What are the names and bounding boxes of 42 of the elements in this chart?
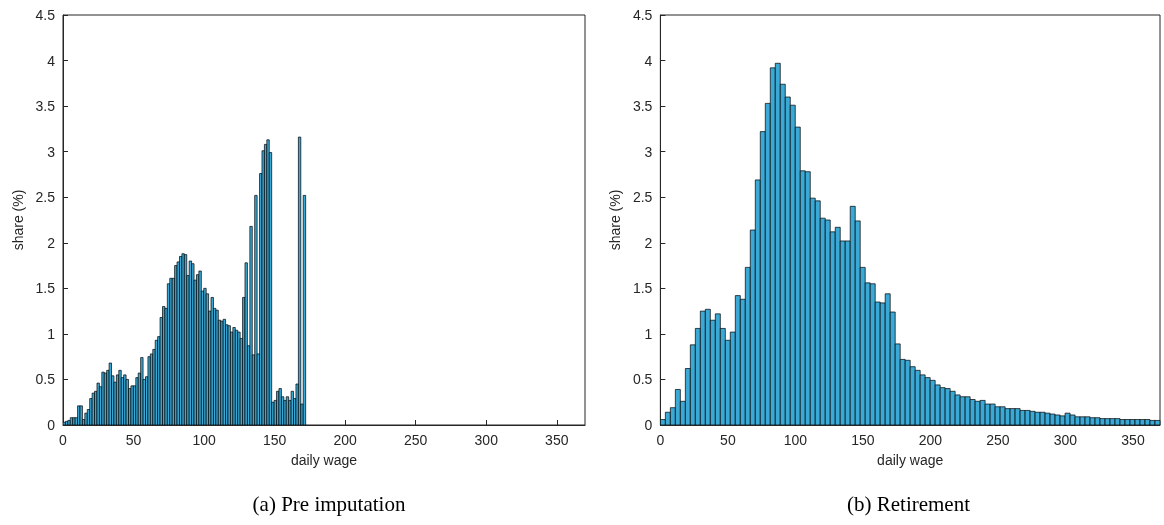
y-tick-label: 4: [644, 52, 653, 69]
x-tick-label: 300: [1053, 432, 1078, 448]
y-tick-label: 3.5: [632, 98, 653, 115]
y-tick-label: 2.5: [35, 189, 56, 206]
text: (b) Retirement: [846, 491, 971, 516]
y-tick-label: 1.5: [632, 280, 653, 297]
y-tick-label: 0.5: [632, 371, 653, 388]
y-tick-label: 1.5: [35, 280, 56, 297]
y-tick-label: 0: [644, 417, 653, 433]
y-axis-title: share (%): [9, 189, 26, 251]
y-tick-label: 1: [47, 325, 56, 342]
y-tick-label: 0.5: [35, 371, 56, 388]
y-tick-label: 2: [47, 234, 56, 251]
y-tick-label: 1: [644, 325, 653, 342]
x-tick-label: 150: [262, 432, 287, 448]
y-tick-label: 3: [644, 143, 653, 160]
x-tick-label: 150: [851, 432, 875, 448]
x-tick-label: 100: [192, 432, 216, 448]
x-axis-title: daily wage: [290, 452, 358, 468]
y-tick-label: 4.5: [632, 7, 653, 23]
y-tick-label: 0: [47, 417, 56, 433]
x-tick-label: 300: [474, 432, 499, 448]
x-tick-label: 0: [59, 432, 68, 448]
y-tick-label: 3: [47, 143, 56, 160]
y-tick-label: 4.5: [35, 7, 56, 23]
x-tick-label: 350: [545, 432, 569, 448]
x-tick-label: 200: [918, 432, 943, 448]
y-tick-label: 3.5: [35, 98, 56, 115]
x-tick-label: 50: [720, 432, 736, 448]
text: (a) Pre imputation: [252, 491, 406, 516]
x-tick-label: 200: [333, 432, 358, 448]
y-axis-title: share (%): [607, 189, 623, 251]
x-axis-title: daily wage: [877, 452, 944, 468]
x-tick-label: 350: [1121, 432, 1145, 448]
x-tick-label: 100: [783, 432, 808, 448]
x-tick-label: 0: [656, 432, 665, 448]
y-tick-label: 4: [47, 52, 56, 69]
x-tick-label: 250: [986, 432, 1010, 448]
y-tick-label: 2: [644, 234, 653, 251]
x-tick-label: 250: [404, 432, 428, 448]
x-tick-label: 50: [125, 432, 142, 448]
y-tick-label: 2.5: [632, 189, 653, 206]
